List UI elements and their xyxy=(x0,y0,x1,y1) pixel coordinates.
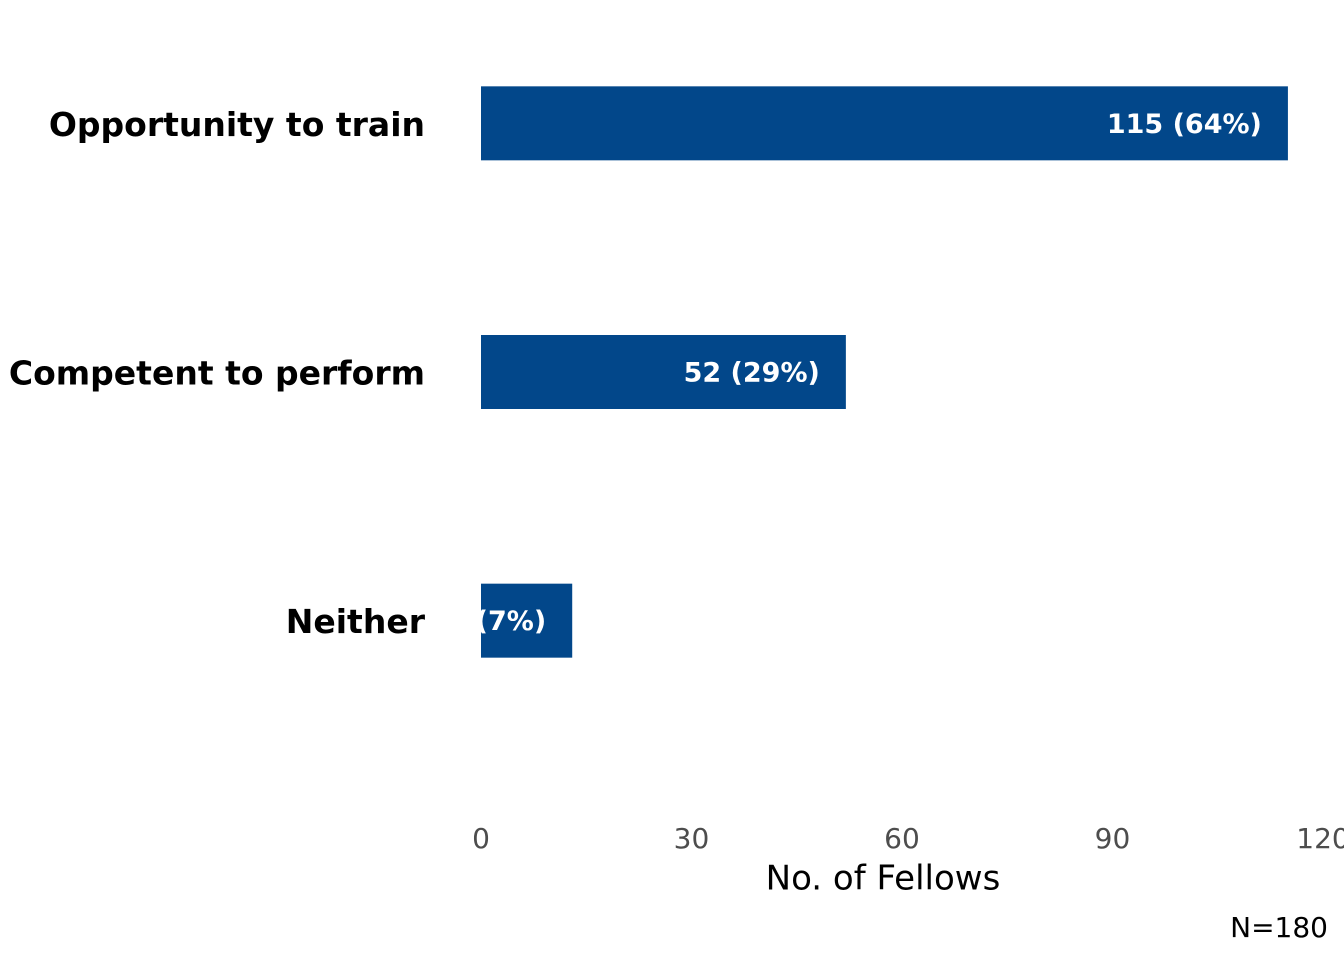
y-tick-label: Opportunity to train xyxy=(49,105,425,144)
value-label: 52 (29%) xyxy=(684,358,820,389)
x-tick-label: 0 xyxy=(472,822,490,855)
caption: N=180 xyxy=(1230,911,1328,944)
x-tick-label: 30 xyxy=(674,822,710,855)
x-axis-title: No. of Fellows xyxy=(766,859,1001,899)
x-tick-label: 120 xyxy=(1296,822,1344,855)
bar xyxy=(481,583,573,658)
y-tick-label: Competent to perform xyxy=(9,354,425,393)
x-tick-label: 60 xyxy=(884,822,920,855)
bar xyxy=(481,335,846,409)
value-labels: 115 (64%) 52 (29%) 13 (7%) xyxy=(429,109,1262,637)
x-tick-label: 90 xyxy=(1095,822,1131,855)
value-label: 115 (64%) xyxy=(1107,109,1262,140)
bar xyxy=(481,86,1288,161)
y-tick-label: Neither xyxy=(286,602,426,641)
value-label: 13 (7%) xyxy=(429,606,547,637)
